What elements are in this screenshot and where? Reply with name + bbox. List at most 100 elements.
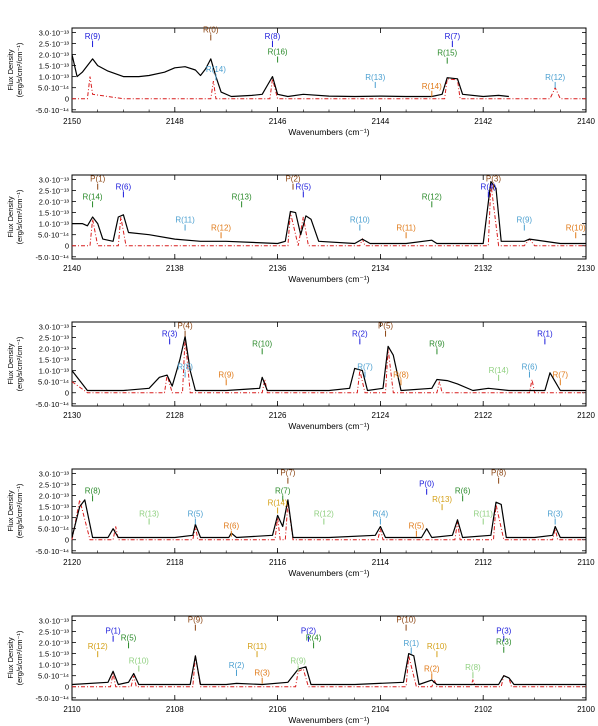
line-id-label: R(6) — [116, 182, 132, 191]
y-tick-label: 2.0·10⁻¹³ — [39, 345, 70, 354]
x-tick-label: 2110 — [577, 558, 595, 567]
y-tick-label: 3.0·10⁻¹³ — [39, 28, 70, 37]
x-tick-label: 2114 — [372, 558, 390, 567]
y-tick-label: 3.0·10⁻¹³ — [39, 175, 70, 184]
y-tick-label: 1.5·10⁻¹³ — [39, 62, 70, 71]
line-id-label: R(6) — [522, 363, 538, 372]
x-tick-label: 2122 — [474, 411, 492, 420]
line-id-label: R(9) — [290, 657, 306, 666]
spectrum-panel-5: 3.0·10⁻¹³ 2.5·10⁻¹³ 2.0·10⁻¹³ 1.5·10⁻¹³ 1.0·… — [6, 615, 595, 725]
y-axis-label-units: (erg/s/cm²/cm⁻¹) — [15, 189, 24, 244]
line-id-label: R(15) — [437, 49, 457, 58]
x-tick-label: 2104 — [372, 705, 390, 714]
y-tick-label: 0 — [65, 389, 69, 398]
line-id-label: R(2) — [229, 661, 245, 670]
model-spectrum-series — [72, 655, 586, 688]
y-tick-label: -5.0·10⁻¹⁴ — [36, 694, 69, 703]
line-id-label: R(12) — [211, 223, 231, 232]
line-id-label: R(6) — [224, 522, 240, 531]
line-id-label: R(11) — [396, 223, 416, 232]
x-tick-label: 2132 — [474, 264, 492, 273]
model-spectrum-series — [71, 337, 586, 394]
spectrum-panel-3: 3.0·10⁻¹³ 2.5·10⁻¹³ 2.0·10⁻¹³ 1.5·10⁻¹³ 1.0·… — [6, 321, 595, 431]
x-tick-label: 2148 — [166, 117, 184, 126]
line-id-label: R(9) — [429, 339, 445, 348]
line-id-label: R(10) — [129, 657, 149, 666]
line-id-label: R(6) — [455, 486, 471, 495]
observed-spectrum-series — [71, 652, 586, 686]
line-id-label: R(3) — [496, 638, 512, 647]
y-axis-label-units: (erg/s/cm²/cm⁻¹) — [15, 336, 24, 391]
x-tick-label: 2142 — [474, 117, 492, 126]
line-id-label: P(7) — [280, 469, 295, 478]
line-id-label: R(12) — [88, 642, 108, 651]
x-tick-label: 2112 — [475, 558, 493, 567]
y-axis-label: Flux Density — [6, 343, 15, 385]
y-tick-label: 1.5·10⁻¹³ — [39, 356, 70, 365]
x-tick-label: 2128 — [166, 411, 184, 420]
x-tick-label: 2110 — [63, 705, 81, 714]
line-id-label: P(1) — [106, 627, 121, 636]
line-id-label: R(9) — [218, 370, 234, 379]
line-id-label: R(8) — [265, 32, 281, 41]
y-tick-label: 5.0·10⁻¹⁴ — [38, 378, 69, 387]
x-axis-label: Wavenumbers (cm⁻¹) — [288, 421, 369, 431]
line-id-label: R(11) — [473, 510, 493, 519]
x-tick-label: 2130 — [577, 264, 595, 273]
y-tick-label: 2.5·10⁻¹³ — [39, 627, 70, 636]
x-tick-label: 2134 — [372, 264, 390, 273]
observed-spectrum-series — [71, 54, 509, 98]
y-tick-label: 1.0·10⁻¹³ — [39, 367, 70, 376]
line-id-label: R(14) — [489, 366, 509, 375]
line-id-label: R(11) — [175, 216, 195, 225]
line-id-label: R(1) — [537, 329, 553, 338]
x-tick-label: 2136 — [269, 264, 287, 273]
spectrum-panel-2: 3.0·10⁻¹³ 2.5·10⁻¹³ 2.0·10⁻¹³ 1.5·10⁻¹³ 1.0·… — [6, 174, 595, 284]
x-axis-label: Wavenumbers (cm⁻¹) — [288, 127, 369, 137]
y-tick-label: 0 — [65, 242, 69, 251]
y-axis-label-units: (erg/s/cm²/cm⁻¹) — [15, 42, 24, 97]
line-id-label: R(7) — [357, 363, 373, 372]
plot-frame — [71, 174, 587, 260]
line-id-label: P(10) — [396, 616, 416, 625]
x-tick-label: 2116 — [269, 558, 287, 567]
line-id-label: R(10) — [427, 642, 447, 651]
line-id-label: R(9) — [85, 32, 101, 41]
line-id-label: R(5) — [296, 182, 312, 191]
line-id-label: R(2) — [424, 664, 440, 673]
spectrum-panel-4: 3.0·10⁻¹³ 2.5·10⁻¹³ 2.0·10⁻¹³ 1.5·10⁻¹³ 1.0·… — [6, 468, 595, 578]
y-axis-label-units: (erg/s/cm²/cm⁻¹) — [15, 483, 24, 538]
model-spectrum-series — [72, 183, 586, 247]
y-tick-label: 2.0·10⁻¹³ — [39, 639, 70, 648]
line-id-label: P(3) — [486, 175, 501, 184]
line-id-label: R(12) — [314, 510, 334, 519]
x-tick-label: 2106 — [269, 705, 287, 714]
line-id-label: R(5) — [409, 522, 425, 531]
x-tick-label: 2100 — [577, 705, 595, 714]
x-tick-label: 2108 — [166, 705, 184, 714]
x-tick-label: 2146 — [269, 117, 287, 126]
x-axis-label: Wavenumbers (cm⁻¹) — [288, 274, 369, 284]
x-tick-label: 2124 — [372, 411, 390, 420]
x-tick-label: 2102 — [474, 705, 492, 714]
y-tick-label: -5.0·10⁻¹⁴ — [36, 400, 69, 409]
line-id-label: R(12) — [545, 73, 565, 82]
line-id-label: R(7) — [445, 32, 461, 41]
observed-spectrum-series — [72, 181, 586, 245]
line-id-label: P(4) — [178, 322, 193, 331]
y-axis-label: Flux Density — [6, 490, 15, 532]
line-id-label: R(8) — [393, 370, 409, 379]
y-axis-label: Flux Density — [6, 49, 15, 91]
x-tick-label: 2130 — [63, 411, 81, 420]
line-id-label: R(4) — [481, 182, 497, 191]
plot-frame — [71, 321, 587, 407]
line-id-label: P(9) — [188, 616, 203, 625]
observed-spectrum-series — [71, 499, 586, 539]
line-id-label: R(14) — [268, 498, 288, 507]
y-tick-label: 0 — [65, 95, 69, 104]
y-tick-label: 0 — [65, 683, 69, 692]
y-tick-label: -5.0·10⁻¹⁴ — [36, 547, 69, 556]
y-tick-label: 2.0·10⁻¹³ — [39, 198, 70, 207]
y-tick-label: -5.0·10⁻¹⁴ — [36, 253, 69, 262]
line-id-label: R(8) — [177, 363, 193, 372]
